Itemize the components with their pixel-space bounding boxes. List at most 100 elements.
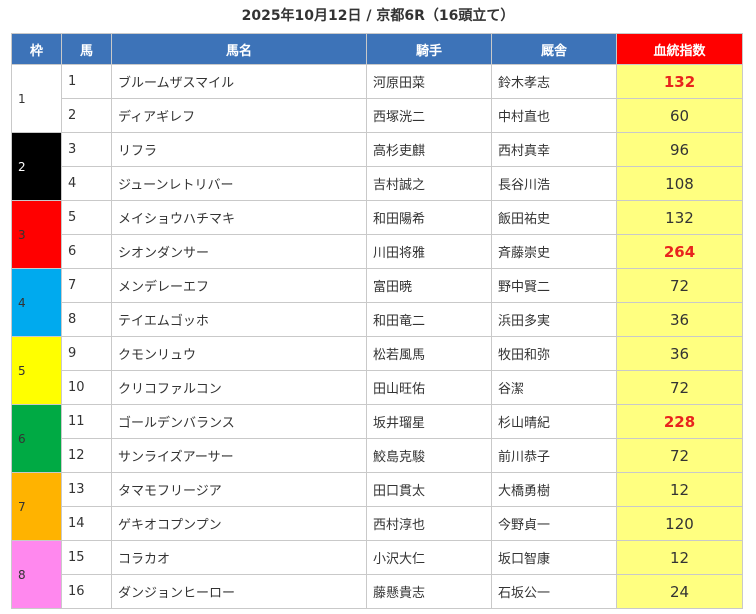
bloodline-index-cell: 96 — [616, 132, 743, 167]
horse-name-cell: ダンジョンヒーロー — [111, 574, 367, 609]
header-frame: 枠 — [11, 33, 62, 65]
bloodline-index-cell: 72 — [616, 370, 743, 405]
horse-number-cell: 11 — [61, 404, 112, 439]
table-row: 10 クリコファルコン 田山旺佑 谷潔 72 — [12, 370, 743, 405]
horse-name-cell: ゴールデンバランス — [111, 404, 367, 439]
trainer-cell: 斉藤崇史 — [491, 234, 617, 269]
horse-name-cell: メイショウハチマキ — [111, 200, 367, 235]
frame-cell: 7 — [11, 472, 62, 541]
bloodline-index-cell: 36 — [616, 336, 743, 371]
jockey-cell: 田口貫太 — [366, 472, 492, 507]
table-row: 4 7 メンデレーエフ 富田暁 野中賢二 72 — [11, 268, 743, 337]
horse-name-cell: シオンダンサー — [111, 234, 367, 269]
frame-cell: 4 — [11, 268, 62, 337]
trainer-cell: 飯田祐史 — [491, 200, 617, 235]
jockey-cell: 富田暁 — [366, 268, 492, 303]
horse-number-cell: 12 — [61, 438, 112, 473]
trainer-cell: 浜田多実 — [491, 302, 617, 337]
table-row: 6 シオンダンサー 川田将雅 斉藤崇史 264 — [12, 234, 743, 269]
trainer-cell: 坂口智康 — [491, 540, 617, 575]
jockey-cell: 河原田菜 — [366, 64, 492, 99]
horse-number-cell: 6 — [61, 234, 112, 269]
horse-name-cell: ジューンレトリバー — [111, 166, 367, 201]
bloodline-index-cell: 60 — [616, 98, 743, 133]
jockey-cell: 西村淳也 — [366, 506, 492, 541]
bloodline-index-cell: 108 — [616, 166, 743, 201]
horse-number-cell: 10 — [61, 370, 112, 405]
horse-number-cell: 2 — [61, 98, 112, 133]
header-bloodline-index: 血統指数 — [616, 33, 743, 65]
horse-name-cell: メンデレーエフ — [111, 268, 367, 303]
trainer-cell: 西村真幸 — [491, 132, 617, 167]
header-trainer: 厩舎 — [491, 33, 617, 65]
jockey-cell: 松若風馬 — [366, 336, 492, 371]
table-row: 1 1 ブルームザスマイル 河原田菜 鈴木孝志 132 — [11, 64, 743, 133]
horse-name-cell: リフラ — [111, 132, 367, 167]
jockey-cell: 高杉吏麒 — [366, 132, 492, 167]
horse-number-cell: 1 — [61, 64, 112, 99]
bloodline-index-cell: 132 — [616, 64, 743, 99]
trainer-cell: 前川恭子 — [491, 438, 617, 473]
table-row: 7 13 タマモフリージア 田口貫太 大橋勇樹 12 — [11, 472, 743, 541]
horse-number-cell: 14 — [61, 506, 112, 541]
trainer-cell: 鈴木孝志 — [491, 64, 617, 99]
horse-name-cell: ブルームザスマイル — [111, 64, 367, 99]
jockey-cell: 坂井瑠星 — [366, 404, 492, 439]
frame-cell: 5 — [11, 336, 62, 405]
race-title: 2025年10月12日 / 京都6R（16頭立て） — [241, 8, 515, 24]
jockey-cell: 和田陽希 — [366, 200, 492, 235]
table-row: 3 5 メイショウハチマキ 和田陽希 飯田祐史 132 — [11, 200, 743, 269]
frame-cell: 1 — [11, 64, 62, 133]
header-horse-name: 馬名 — [111, 33, 367, 65]
horse-number-cell: 9 — [61, 336, 112, 371]
horse-number-cell: 16 — [61, 574, 112, 609]
table-row: 12 サンライズアーサー 鮫島克駿 前川恭子 72 — [12, 438, 743, 473]
jockey-cell: 小沢大仁 — [366, 540, 492, 575]
jockey-cell: 藤懸貴志 — [366, 574, 492, 609]
jockey-cell: 川田将雅 — [366, 234, 492, 269]
jockey-cell: 西塚洸二 — [366, 98, 492, 133]
table-row: 2 3 リフラ 高杉吏麒 西村真幸 96 — [11, 132, 743, 201]
table-row: 16 ダンジョンヒーロー 藤懸貴志 石坂公一 24 — [12, 574, 743, 609]
header-horse-number: 馬 — [61, 33, 112, 65]
table-body: 1 1 ブルームザスマイル 河原田菜 鈴木孝志 132 2 ディアギレフ 西塚洸二 中村直也 60 2… — [11, 64, 743, 609]
horse-number-cell: 4 — [61, 166, 112, 201]
bloodline-index-cell: 264 — [616, 234, 743, 269]
entry-table: 枠 馬 馬名 騎手 厩舎 血統指数 1 1 ブルームザスマイル 河原田菜 鈴木孝志 132… — [11, 33, 743, 609]
bloodline-index-cell: 12 — [616, 472, 743, 507]
frame-cell: 6 — [11, 404, 62, 473]
jockey-cell: 鮫島克駿 — [366, 438, 492, 473]
table-header-row: 枠 馬 馬名 騎手 厩舎 血統指数 — [11, 33, 743, 65]
horse-name-cell: クリコファルコン — [111, 370, 367, 405]
trainer-cell: 杉山晴紀 — [491, 404, 617, 439]
trainer-cell: 長谷川浩 — [491, 166, 617, 201]
table-row: 6 11 ゴールデンバランス 坂井瑠星 杉山晴紀 228 — [11, 404, 743, 473]
table-row: 2 ディアギレフ 西塚洸二 中村直也 60 — [12, 98, 743, 133]
horse-number-cell: 5 — [61, 200, 112, 235]
trainer-cell: 石坂公一 — [491, 574, 617, 609]
horse-number-cell: 15 — [61, 540, 112, 575]
table-row: 5 9 クモンリュウ 松若風馬 牧田和弥 36 — [11, 336, 743, 405]
table-row: 14 ゲキオコプンプン 西村淳也 今野貞一 120 — [12, 506, 743, 541]
bloodline-index-cell: 24 — [616, 574, 743, 609]
horse-number-cell: 7 — [61, 268, 112, 303]
bloodline-index-cell: 72 — [616, 438, 743, 473]
frame-cell: 2 — [11, 132, 62, 201]
bloodline-index-cell: 36 — [616, 302, 743, 337]
bloodline-index-cell: 72 — [616, 268, 743, 303]
bloodline-index-cell: 120 — [616, 506, 743, 541]
jockey-cell: 和田竜二 — [366, 302, 492, 337]
trainer-cell: 谷潔 — [491, 370, 617, 405]
horse-number-cell: 3 — [61, 132, 112, 167]
frame-cell: 8 — [11, 540, 62, 609]
jockey-cell: 吉村誠之 — [366, 166, 492, 201]
table-row: 8 15 コラカオ 小沢大仁 坂口智康 12 — [11, 540, 743, 609]
horse-name-cell: タマモフリージア — [111, 472, 367, 507]
horse-name-cell: テイエムゴッホ — [111, 302, 367, 337]
horse-name-cell: コラカオ — [111, 540, 367, 575]
horse-name-cell: ゲキオコプンプン — [111, 506, 367, 541]
horse-number-cell: 13 — [61, 472, 112, 507]
table-row: 8 テイエムゴッホ 和田竜二 浜田多実 36 — [12, 302, 743, 337]
bloodline-index-cell: 12 — [616, 540, 743, 575]
trainer-cell: 今野貞一 — [491, 506, 617, 541]
